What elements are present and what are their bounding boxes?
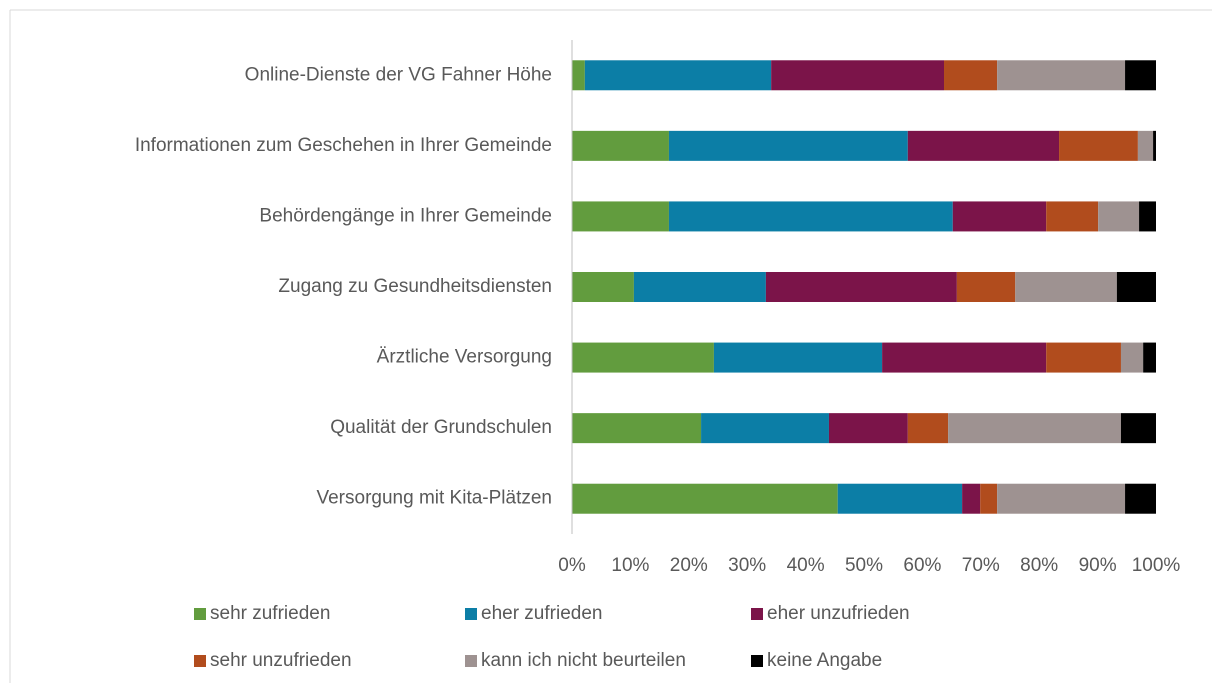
x-tick-label: 80% [1020,555,1058,576]
bar-segment [907,130,1060,161]
bar-segment [668,130,908,161]
legend-swatch [194,608,206,620]
x-tick-label: 70% [962,555,1000,576]
bar-segment [668,201,953,232]
bar-segment [1046,201,1099,232]
bar-segment [765,272,957,302]
y-tick-label: Ärztliche Versorgung [377,347,552,368]
bar-segment [584,60,772,91]
x-tick-label: 20% [670,555,708,576]
y-tick-label: Versorgung mit Kita-Plätzen [316,488,552,509]
bar-segment [572,272,634,302]
bar-segment [882,342,1047,373]
x-tick-label: 30% [728,555,766,576]
y-tick-label: Informationen zum Geschehen in Ihrer Gem… [135,135,552,156]
bar-segment [572,60,585,91]
bar-segment [962,483,981,514]
bar-segment [980,483,998,514]
legend-label: sehr zufrieden [210,603,330,624]
bar-segment [1125,483,1156,514]
bar-segment [1116,272,1156,302]
bar-segment [952,201,1047,232]
bar-segment [1153,130,1156,161]
bar-segment [701,413,829,444]
bar-segment [633,272,766,302]
x-tick-label: 40% [787,555,825,576]
legend-swatch [751,655,763,667]
x-tick-label: 60% [903,555,941,576]
legend-label: eher zufrieden [481,603,602,624]
bar-segment [572,342,714,373]
x-tick-label: 50% [845,555,883,576]
bar-segment [572,130,669,161]
bar-segment [1046,342,1121,373]
bar-segment [1143,342,1156,373]
bar-segment [997,483,1126,514]
bar-segment [1120,413,1156,444]
bar-segment [713,342,883,373]
x-tick-label: 100% [1132,555,1181,576]
y-tick-label: Behördengänge in Ihrer Gemeinde [259,205,552,226]
legend-label: sehr unzufrieden [210,650,352,671]
bar-segment [1098,201,1140,232]
legend-label: kann ich nicht beurteilen [481,650,686,671]
bar-segment [948,413,1121,444]
legend-swatch [751,608,763,620]
y-tick-label: Zugang zu Gesundheitsdiensten [278,276,552,297]
bar-segment [1137,130,1154,161]
bar-segment [771,60,945,91]
legend-swatch [194,655,206,667]
bar-segment [1139,201,1156,232]
y-tick-label: Online-Dienste der VG Fahner Höhe [245,64,552,85]
bar-segment [907,413,949,444]
bar-segment [944,60,998,91]
bar-segment [572,483,838,514]
bar-segment [1125,60,1156,91]
x-tick-label: 90% [1079,555,1117,576]
bar-segment [572,201,669,232]
x-tick-label: 10% [611,555,649,576]
bar-segment [1059,130,1138,161]
bar-segment [956,272,1016,302]
bar-segment [837,483,963,514]
y-tick-label: Qualität der Grundschulen [330,417,552,438]
bar-segment [828,413,908,444]
bar-segment [572,413,702,444]
x-tick-label: 0% [558,555,586,576]
bar-segment [1015,272,1117,302]
legend-swatch [465,655,477,667]
legend-label: keine Angabe [767,650,882,671]
legend-label: eher unzufrieden [767,603,910,624]
legend-swatch [465,608,477,620]
bar-segment [997,60,1126,91]
bar-segment [1120,342,1144,373]
